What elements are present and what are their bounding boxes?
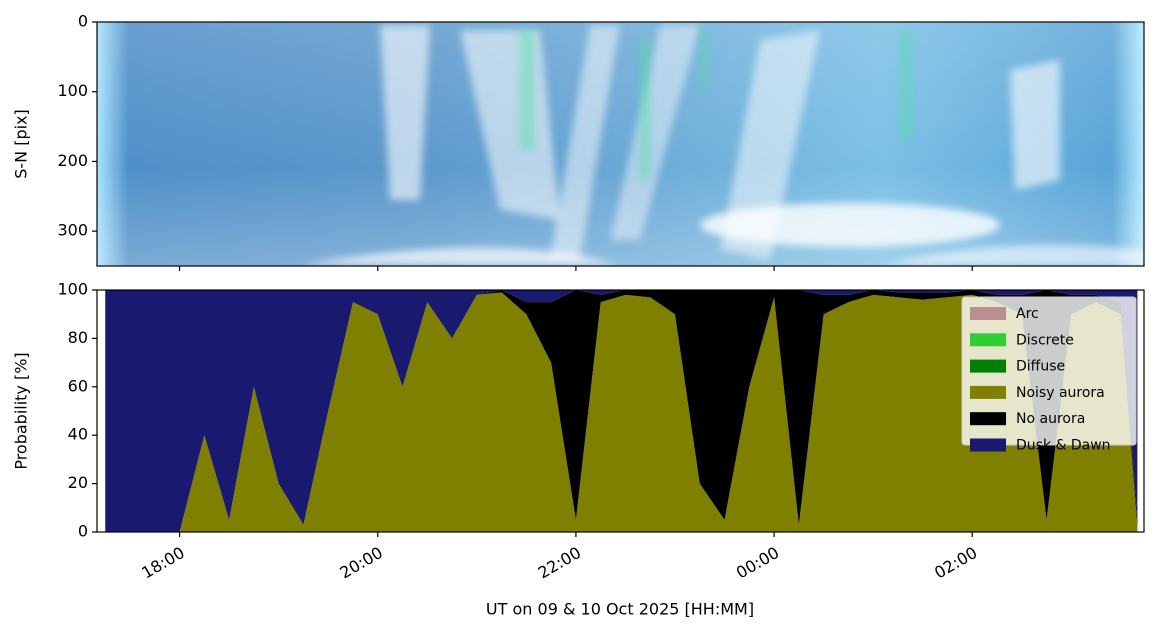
legend-label: Dusk & Dawn: [1016, 438, 1111, 454]
x-tick-label: 18:00: [138, 543, 187, 583]
legend-label: Arc: [1016, 306, 1039, 322]
y-tick-label: 300: [57, 221, 88, 240]
x-tick-label: 20:00: [337, 543, 386, 583]
legend-label: Discrete: [1016, 332, 1074, 348]
y-tick-label: 100: [57, 81, 88, 100]
x-tick-label: 02:00: [931, 543, 980, 583]
legend-label: No aurora: [1016, 411, 1085, 427]
area: [105, 292, 1138, 532]
x-tick-label: 22:00: [535, 543, 584, 583]
legend-swatch: [970, 412, 1006, 426]
legend: Arc Discrete Diffuse Noisy aurora No aurora D…: [961, 296, 1137, 454]
bottom-y-label: Probability [%]: [12, 352, 31, 469]
y-tick-label: 200: [57, 151, 88, 170]
y-tick-label: 60: [68, 376, 88, 395]
y-tick-label: 0: [78, 12, 88, 31]
legend-swatch: [970, 307, 1006, 320]
top-y-label: S-N [pix]: [12, 109, 31, 179]
keogram-image: [97, 22, 1144, 266]
legend-swatch: [970, 438, 1006, 452]
area: [105, 290, 1138, 532]
y-tick-label: 100: [57, 280, 88, 299]
y-tick-label: 0: [78, 522, 88, 541]
bottom-frame: [96, 289, 1145, 533]
legend-swatch: [970, 359, 1006, 373]
y-tick-label: 20: [68, 473, 88, 492]
x-tick-label: 00:00: [733, 543, 782, 583]
legend-swatch: [970, 333, 1006, 347]
legend-label: Diffuse: [1016, 359, 1065, 375]
y-tick-label: 40: [68, 425, 88, 444]
x-axis-label: UT on 09 & 10 Oct 2025 [HH:MM]: [486, 600, 754, 619]
legend-swatch: [970, 385, 1006, 399]
legend-label: Noisy aurora: [1016, 385, 1105, 401]
top-frame: [96, 21, 1145, 267]
y-tick-label: 80: [68, 328, 88, 347]
